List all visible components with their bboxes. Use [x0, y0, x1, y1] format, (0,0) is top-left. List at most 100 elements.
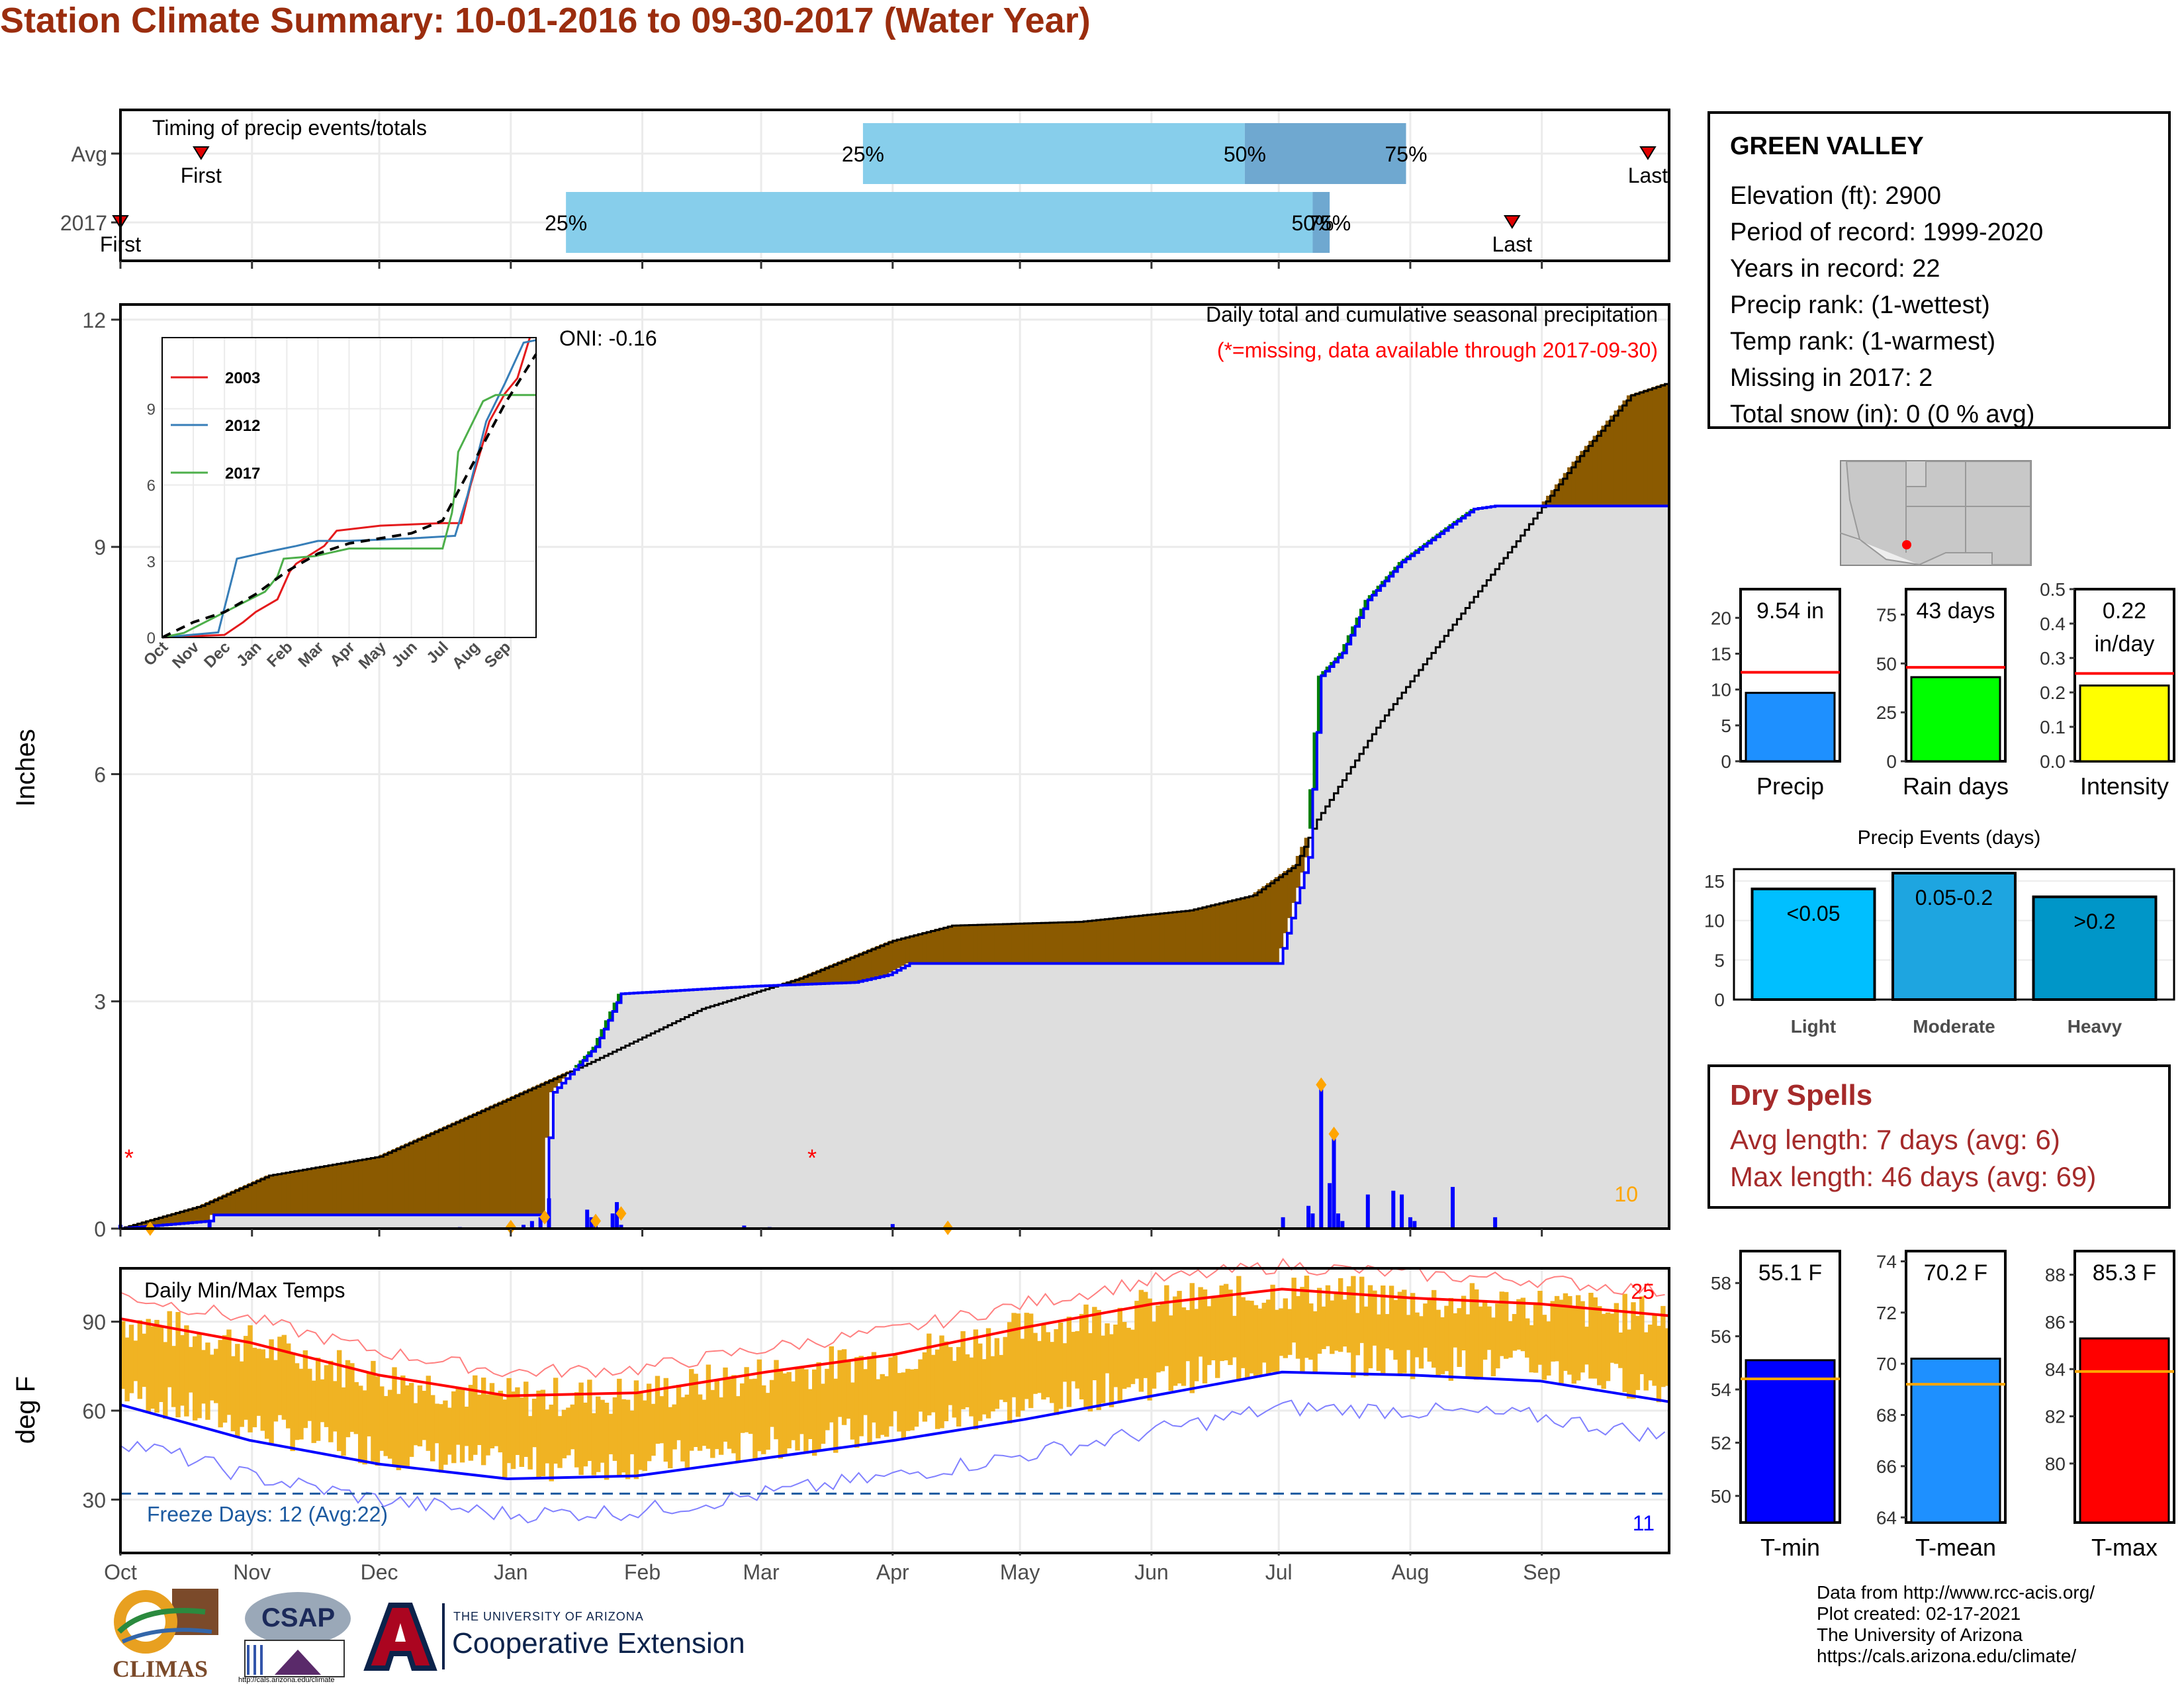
summary-bar-y-tick-label: 52: [1711, 1432, 1731, 1453]
precip-below-avg-fill: [1109, 918, 1114, 964]
temp-daily-range-bar: [1015, 1313, 1021, 1417]
temp-daily-range-bar: [1512, 1314, 1518, 1351]
precip-below-avg-fill: [328, 1164, 334, 1215]
temp-daily-range-bar: [629, 1410, 635, 1454]
temp-daily-range-bar: [587, 1380, 592, 1461]
precip-below-avg-fill: [345, 1161, 350, 1215]
temp-daily-range-bar: [498, 1390, 503, 1453]
precip-below-avg-fill: [1015, 923, 1021, 964]
temp-daily-range-bar: [438, 1404, 444, 1473]
temp-daily-range-bar: [1588, 1292, 1594, 1379]
precip-y-tick-label: 3: [94, 990, 106, 1014]
temp-daily-range-bar: [133, 1340, 138, 1382]
temp-daily-range-bar: [1198, 1287, 1203, 1357]
temp-daily-range-bar: [311, 1380, 316, 1443]
timing-marker: [1639, 146, 1657, 160]
summary-bar-caption: 43 days: [1916, 598, 1995, 624]
precip-subtitle: (*=missing, data available through 2017-…: [1217, 338, 1658, 362]
temp-daily-range-bar: [218, 1340, 223, 1428]
precip-below-avg-fill: [850, 956, 855, 983]
temp-daily-range-bar: [876, 1379, 881, 1438]
precip-below-avg-fill: [209, 1200, 214, 1215]
temp-avg-max-line: [120, 1288, 1670, 1397]
temp-daily-range-bar: [1079, 1313, 1085, 1399]
temp-daily-range-bar: [617, 1378, 622, 1477]
temp-daily-range-bar: [1054, 1329, 1059, 1415]
temp-daily-range-bar: [248, 1325, 253, 1432]
temp-daily-range-bar: [1490, 1317, 1496, 1377]
temp-daily-range-bar: [782, 1373, 788, 1455]
summary-bar-y-tick-label: 0.3: [2040, 648, 2066, 669]
precip-below-avg-fill: [438, 1128, 443, 1215]
temp-daily-range-bar: [689, 1369, 694, 1451]
temp-daily-range-bar: [1143, 1291, 1148, 1378]
precip-below-avg-fill: [179, 1210, 185, 1223]
precip-below-avg-fill: [1206, 905, 1212, 964]
precip-below-avg-fill: [1079, 921, 1084, 964]
precip-below-avg-fill: [1185, 910, 1191, 964]
temp-daily-range-bar: [353, 1382, 359, 1434]
precip-below-avg-fill: [1202, 906, 1207, 964]
temp-daily-range-bar: [1567, 1295, 1572, 1375]
temp-daily-range-bar: [1656, 1325, 1662, 1403]
temp-daily-range-bar: [1168, 1315, 1173, 1391]
logo-divider: [442, 1603, 445, 1669]
temp-daily-range-bar: [485, 1394, 490, 1456]
temp-daily-range-bar: [960, 1331, 966, 1409]
summary-bar-y-tick-label: 64: [1876, 1507, 1897, 1528]
precip-below-avg-fill: [222, 1194, 227, 1215]
precip-below-avg-fill: [1270, 880, 1275, 964]
precip-daily-bar: [538, 1217, 543, 1229]
precip-below-avg-fill: [302, 1168, 308, 1215]
credit-line: Data from http://www.rcc-acis.org/: [1817, 1582, 2095, 1603]
temp-hot-count: 25: [1631, 1280, 1655, 1303]
temp-daily-range-bar: [608, 1413, 614, 1454]
precip-below-avg-fill: [1193, 908, 1199, 964]
temp-daily-range-bar: [1062, 1343, 1068, 1382]
precip-below-avg-fill: [523, 1090, 529, 1215]
temp-daily-range-bar: [1453, 1313, 1458, 1348]
temp-daily-range-bar: [286, 1343, 291, 1429]
temp-daily-range-bar: [1435, 1309, 1441, 1376]
temp-daily-range-bar: [375, 1376, 381, 1466]
temp-daily-range-bar: [1020, 1338, 1025, 1411]
temp-daily-range-bar: [633, 1380, 639, 1479]
temp-daily-range-bar: [171, 1346, 177, 1407]
temp-daily-range-bar: [430, 1395, 435, 1462]
temp-daily-range-bar: [1249, 1300, 1254, 1374]
precip-below-avg-fill: [960, 925, 966, 964]
arizona-a-icon: [363, 1603, 437, 1671]
station-info-row: Period of record: 1999-2020: [1730, 218, 2044, 246]
temp-daily-range-bar: [1279, 1308, 1284, 1356]
temp-daily-range-bar: [578, 1382, 584, 1476]
temp-daily-range-bar: [298, 1368, 304, 1440]
temp-daily-range-bar: [1584, 1327, 1590, 1365]
temp-daily-range-bar: [756, 1359, 762, 1452]
precip-missing-marker: *: [807, 1144, 817, 1171]
precip-below-avg-fill: [480, 1109, 486, 1215]
precip-below-avg-fill: [1058, 922, 1063, 964]
temp-daily-range-bar: [948, 1346, 953, 1405]
temp-daily-range-bar: [1058, 1322, 1064, 1409]
summary-bar-label: Rain days: [1903, 773, 2009, 800]
temp-daily-range-bar: [273, 1360, 279, 1422]
precip-below-avg-fill: [451, 1122, 457, 1215]
precip-below-avg-fill: [527, 1088, 533, 1215]
precip-below-avg-fill: [1291, 865, 1297, 903]
temp-daily-range-bar: [320, 1379, 325, 1423]
temp-daily-range-bar: [201, 1350, 206, 1404]
temp-daily-range-bar: [1605, 1312, 1611, 1382]
station-location-marker: [1902, 540, 1911, 549]
temp-daily-range-bar: [302, 1350, 308, 1429]
precip-below-avg-fill: [531, 1086, 537, 1215]
temp-daily-range-bar: [854, 1357, 860, 1448]
precip-daily-bar: [1408, 1217, 1412, 1229]
temp-daily-range-bar: [1525, 1318, 1530, 1358]
precip-below-avg-fill: [1189, 909, 1195, 964]
temp-daily-range-bar: [655, 1376, 660, 1444]
precip-below-avg-fill: [434, 1130, 439, 1215]
precip-below-avg-fill: [964, 925, 970, 964]
temp-daily-range-bar: [1355, 1313, 1360, 1356]
temp-daily-range-bar: [222, 1335, 228, 1423]
